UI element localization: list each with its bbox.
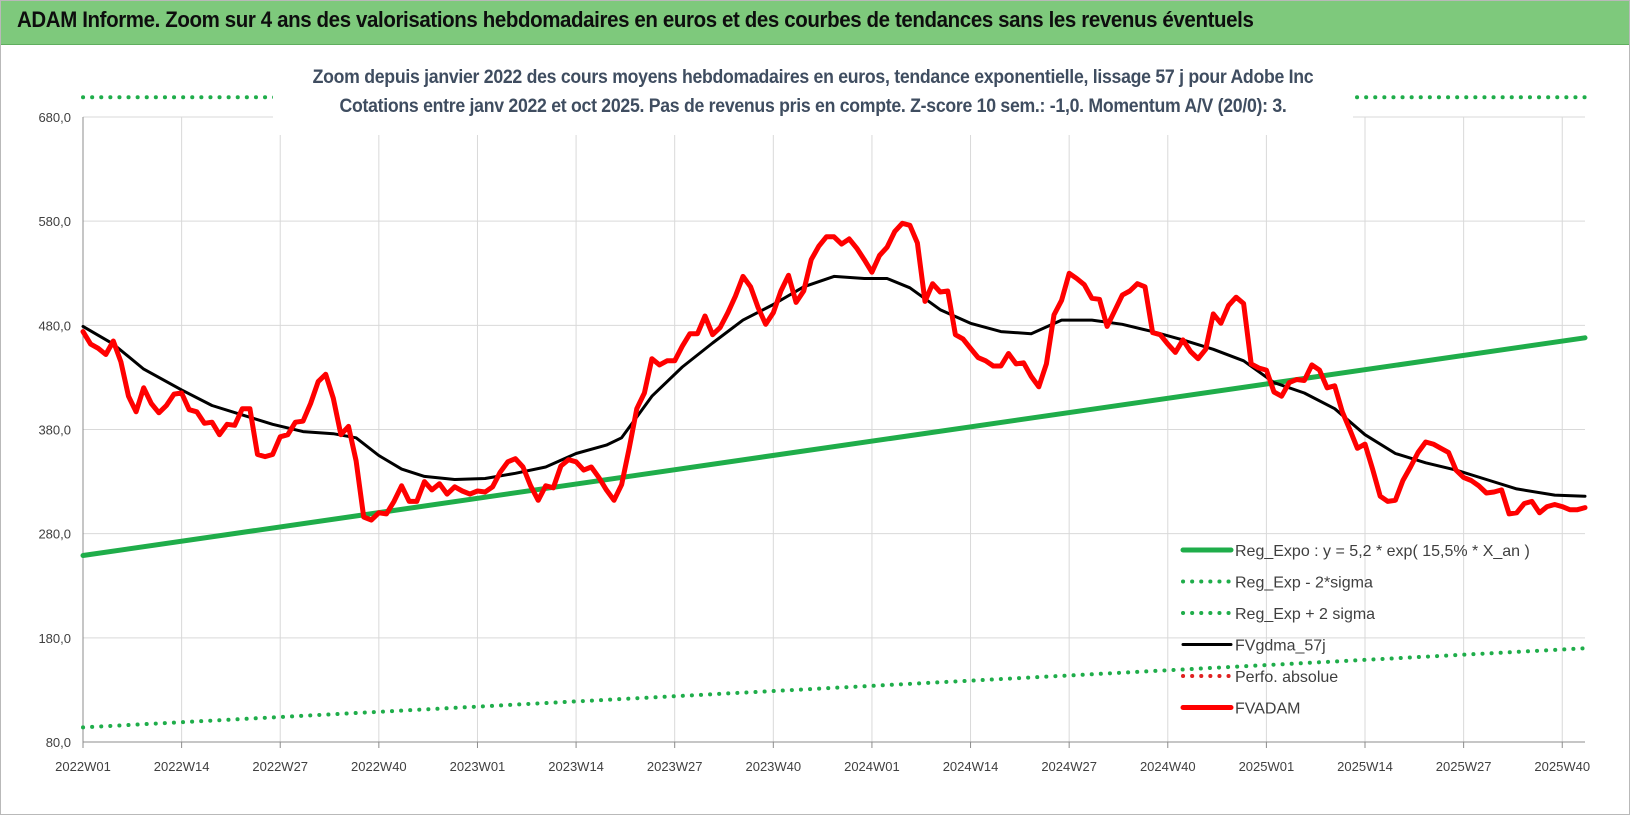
x-tick-label: 2022W27 (252, 759, 308, 774)
series-line-5 (80, 220, 1588, 523)
legend-label-1: Reg_Exp - 2*sigma (1235, 575, 1373, 592)
report-title: ADAM Informe. Zoom sur 4 ans des valoris… (17, 7, 1254, 32)
x-tick-label: 2025W40 (1534, 759, 1590, 774)
series-line-1 (81, 646, 1587, 730)
series-line-0 (80, 335, 1588, 558)
y-tick-label: 480,0 (38, 318, 71, 333)
legend-label-4: Perfo. absolue (1235, 669, 1338, 686)
y-tick-label: 580,0 (38, 214, 71, 229)
x-tick-label: 2022W40 (351, 759, 407, 774)
x-tick-label: 2022W14 (154, 759, 210, 774)
legend-label-5: FVADAM (1235, 701, 1300, 718)
chart-subtitle: Cotations entre janv 2022 et oct 2025. P… (339, 96, 1287, 117)
x-tick-label: 2025W01 (1239, 759, 1295, 774)
y-tick-label: 680,0 (38, 110, 71, 125)
plot-series (80, 95, 1588, 730)
legend-label-3: FVgdma_57j (1235, 638, 1326, 655)
gridlines (83, 116, 1585, 742)
axes: 80,0 180,0 280,0 380,0 480,0 580,0 680,0 2022W0… (38, 110, 1590, 774)
x-tick-label: 2023W01 (450, 759, 506, 774)
y-tick-label: 380,0 (38, 423, 71, 438)
legend: Reg_Expo : y = 5,2 * exp( 15,5% * X_an )… (1180, 543, 1530, 718)
x-tick-label: 2023W40 (745, 759, 801, 774)
chart-title-block: Zoom depuis janvier 2022 des cours moyen… (273, 63, 1353, 135)
x-tick-label: 2022W01 (55, 759, 111, 774)
y-tick-label: 80,0 (46, 735, 71, 750)
chart-title: Zoom depuis janvier 2022 des cours moyen… (312, 67, 1314, 88)
x-tick-label: 2023W27 (647, 759, 703, 774)
y-tick-label: 280,0 (38, 527, 71, 542)
series-line-3 (81, 274, 1587, 498)
x-tick-label: 2024W40 (1140, 759, 1196, 774)
report-banner: ADAM Informe. Zoom sur 4 ans des valoris… (1, 1, 1629, 45)
x-tick-label: 2024W14 (943, 759, 999, 774)
x-tick-label: 2025W27 (1436, 759, 1492, 774)
x-tick-label: 2023W14 (548, 759, 604, 774)
legend-label-2: Reg_Exp + 2 sigma (1235, 606, 1375, 623)
y-tick-label: 180,0 (38, 631, 71, 646)
x-tick-label: 2024W01 (844, 759, 900, 774)
x-tick-label: 2024W27 (1041, 759, 1097, 774)
legend-label-0: Reg_Expo : y = 5,2 * exp( 15,5% * X_an ) (1235, 543, 1530, 560)
x-tick-label: 2025W14 (1337, 759, 1393, 774)
